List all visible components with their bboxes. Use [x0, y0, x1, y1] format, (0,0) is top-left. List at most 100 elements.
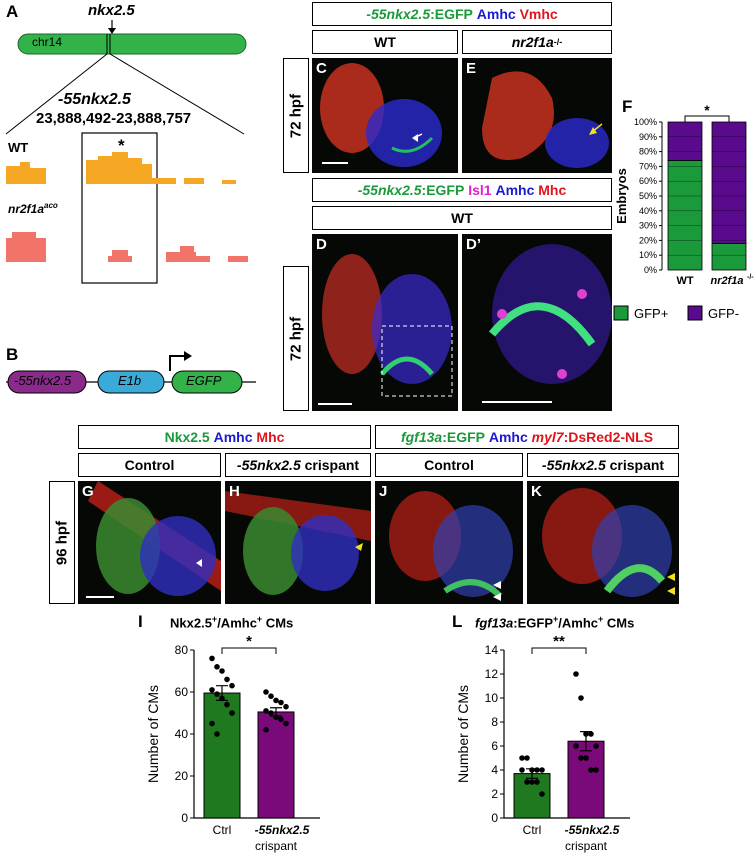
chart-l-point [593, 767, 599, 773]
chromosome-bar [17, 33, 247, 55]
track-label-wt: WT [8, 140, 29, 155]
chart-i-ytick-label: 80 [175, 643, 189, 657]
chart-i-cat-crispant-2: crispant [255, 839, 298, 853]
promoter-element-label: E1b [118, 373, 142, 388]
chart-i-cat-ctrl: Ctrl [213, 823, 232, 837]
chart-f-cat-wt: WT [676, 275, 693, 287]
chart-f-ytick-label: 80% [639, 147, 657, 157]
chart-i-sig: * [246, 633, 252, 650]
panel-b-construct [6, 351, 256, 394]
enhancer-coords: 23,888,492-23,888,757 [36, 110, 192, 127]
chart-f-ytick-label: 0% [644, 265, 657, 275]
chart-i-point [224, 676, 230, 683]
chart-i-bar-crispant [257, 711, 295, 819]
chart-i-ytick-label: 60 [175, 685, 189, 699]
enhancer-box [81, 132, 158, 284]
chart-l-point [578, 755, 584, 761]
panel-label-l: L [452, 612, 463, 631]
zoom-line-right [109, 53, 245, 135]
chart-l-point [588, 767, 594, 773]
chart-f-sig: * [704, 102, 710, 118]
micrograph-c-label: C [316, 60, 327, 77]
chart-l-point [539, 767, 545, 773]
chart-f-ytick-label: 30% [639, 221, 657, 231]
chart-l-point [593, 743, 599, 749]
chart-f-legend-swatch-neg [687, 305, 703, 321]
chart-i-title: Nkx2.5+/Amhc+ CMs [170, 614, 294, 631]
chart-i: 0 20 40 60 80 Number of CMs * Ctrl -55nkx2.5 cris… [145, 633, 320, 853]
micrograph-j: J [375, 481, 523, 604]
chart-f-legend-neg: GFP- [708, 306, 739, 321]
chart-l-point [534, 767, 540, 773]
chart-i-point [263, 708, 269, 714]
chart-f-ytick-label: 70% [639, 161, 657, 171]
micrograph-d-prime-label: D’ [466, 236, 481, 253]
chart-i-point [283, 720, 289, 727]
micrograph-j-label: J [379, 483, 388, 500]
stage-label-72-top: 72 hpf [283, 58, 309, 173]
reporter-element-label: EGFP [186, 373, 222, 388]
micrograph-d: D [312, 234, 458, 411]
header-g-control: Control [78, 453, 221, 477]
chart-i-ytick-label: 0 [181, 811, 188, 825]
chart-l-cat-ctrl: Ctrl [523, 823, 542, 837]
chart-l-point [529, 779, 535, 785]
chart-f: 0% 10% 20% 30% 40% 50% 60% 70% 80% 90% 100% Embryos… [613, 102, 754, 321]
chart-f-ylabel: Embryos [614, 168, 629, 224]
chart-f-ytick-label: 10% [639, 250, 657, 260]
chart-i-point [273, 714, 279, 720]
chart-l-point [578, 695, 584, 701]
chart-f-legend-swatch-pos [613, 305, 629, 321]
header-h-crispant: -55nkx2.5 crispant [225, 453, 371, 477]
header-ce-wt: WT [312, 30, 458, 54]
track-label-mutant: nr2f1aaco [8, 201, 58, 216]
panel-label-b: B [6, 345, 19, 364]
peak-asterisk: * [118, 136, 125, 155]
chart-f-ytick-label: 50% [639, 191, 657, 201]
tss-arrow [169, 355, 186, 371]
chart-l: 0 2 4 6 8 10 12 14 Number of CMs ** Ctrl -55nkx2.5 c… [455, 633, 630, 853]
chart-i-point [219, 695, 225, 702]
chart-f-legend-pos: GFP+ [634, 306, 668, 321]
chart-l-point [529, 767, 535, 773]
chart-i-point [229, 710, 235, 716]
header-d-wt: WT [312, 206, 612, 230]
panel-label-a: A [6, 2, 19, 21]
chart-i-ytick-label: 20 [175, 769, 189, 783]
enhancer-element-label: -55nkx2.5 [14, 373, 72, 388]
chart-l-ytick-label: 14 [485, 643, 499, 657]
chart-l-bar-crispant [567, 740, 605, 819]
micrograph-g-label: G [82, 483, 94, 500]
chart-f-ytick-label: 90% [639, 132, 657, 142]
chart-i-point [273, 697, 279, 704]
gene-arrow-head [108, 28, 116, 34]
chart-f-sig-bracket [684, 115, 730, 122]
chart-i-point [268, 693, 274, 699]
chart-l-title: fgf13a:EGFP+/Amhc+ CMs [475, 614, 635, 631]
panel-a-diagram [5, 20, 248, 284]
promoter-element [97, 370, 165, 394]
chart-l-point [583, 731, 589, 737]
zoom-line-left [5, 53, 108, 135]
chart-l-sig-bracket [531, 647, 587, 654]
chart-i-point [278, 699, 284, 706]
stage-label-96: 96 hpf [49, 481, 75, 604]
mutant-track [6, 232, 248, 262]
micrograph-g: G [78, 481, 221, 604]
chart-i-point [209, 720, 215, 727]
chart-i-point [214, 731, 220, 737]
chart-l-cat-crispant-2: crispant [565, 839, 608, 853]
chart-i-point [283, 703, 289, 710]
chart-i-point [214, 664, 220, 670]
chart-i-ytick-label: 40 [175, 727, 189, 741]
chromosome-label: chr14 [32, 35, 63, 49]
micrograph-h: H [225, 481, 371, 604]
chart-i-point [224, 701, 230, 708]
chart-f-cat-mutant: nr2f1a [710, 275, 743, 287]
header-d-stain: -55nkx2.5:EGFP Isl1 Amhc Mhc [312, 178, 612, 202]
chart-f-bar-gfp-neg [667, 121, 703, 161]
chart-i-sig-bracket [221, 647, 277, 654]
chart-l-point [588, 731, 594, 737]
wt-track [6, 152, 236, 184]
chart-l-point [519, 755, 525, 761]
